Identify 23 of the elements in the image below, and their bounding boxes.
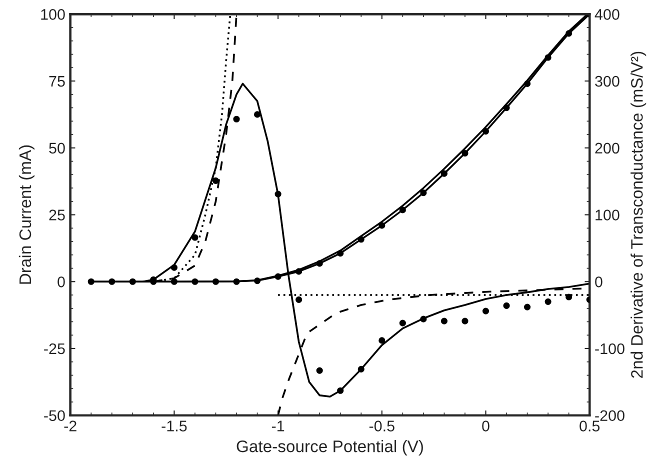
y-tick-label: -25: [44, 343, 65, 354]
x-tick-label: -0.5: [369, 420, 394, 432]
y2-tick-label: 100: [596, 210, 620, 220]
y-tick-label: -50: [44, 410, 65, 422]
x-tick-label: -1: [272, 420, 284, 432]
y-tick-label: 0: [58, 276, 65, 288]
x-tick-label: 0.5: [580, 420, 600, 432]
y2-tick-label: 200: [595, 142, 620, 154]
y-tick-label: 100: [41, 9, 65, 20]
y-tick-label: 50: [49, 142, 65, 154]
y-tick-label: 25: [49, 210, 65, 220]
y2-tick-label: 300: [595, 76, 620, 87]
y2-tick-label: -100: [595, 343, 624, 354]
x-axis-title: Gate-source Potential (V): [236, 440, 423, 456]
y2-tick-label: -200: [595, 410, 624, 422]
y2-tick-label: 400: [594, 9, 620, 20]
y2-axis-title: 2nd Derivative of Transconductance (mS/V²): [630, 52, 646, 378]
y2-tick-label: 0: [595, 276, 602, 288]
y-axis-title: Drain Current (mA): [18, 145, 34, 284]
x-tick-label: -2: [64, 420, 76, 432]
x-tick-label: -1.5: [162, 420, 187, 432]
x-tick-label: 0: [482, 420, 490, 432]
y-tick-label: 75: [49, 76, 65, 87]
